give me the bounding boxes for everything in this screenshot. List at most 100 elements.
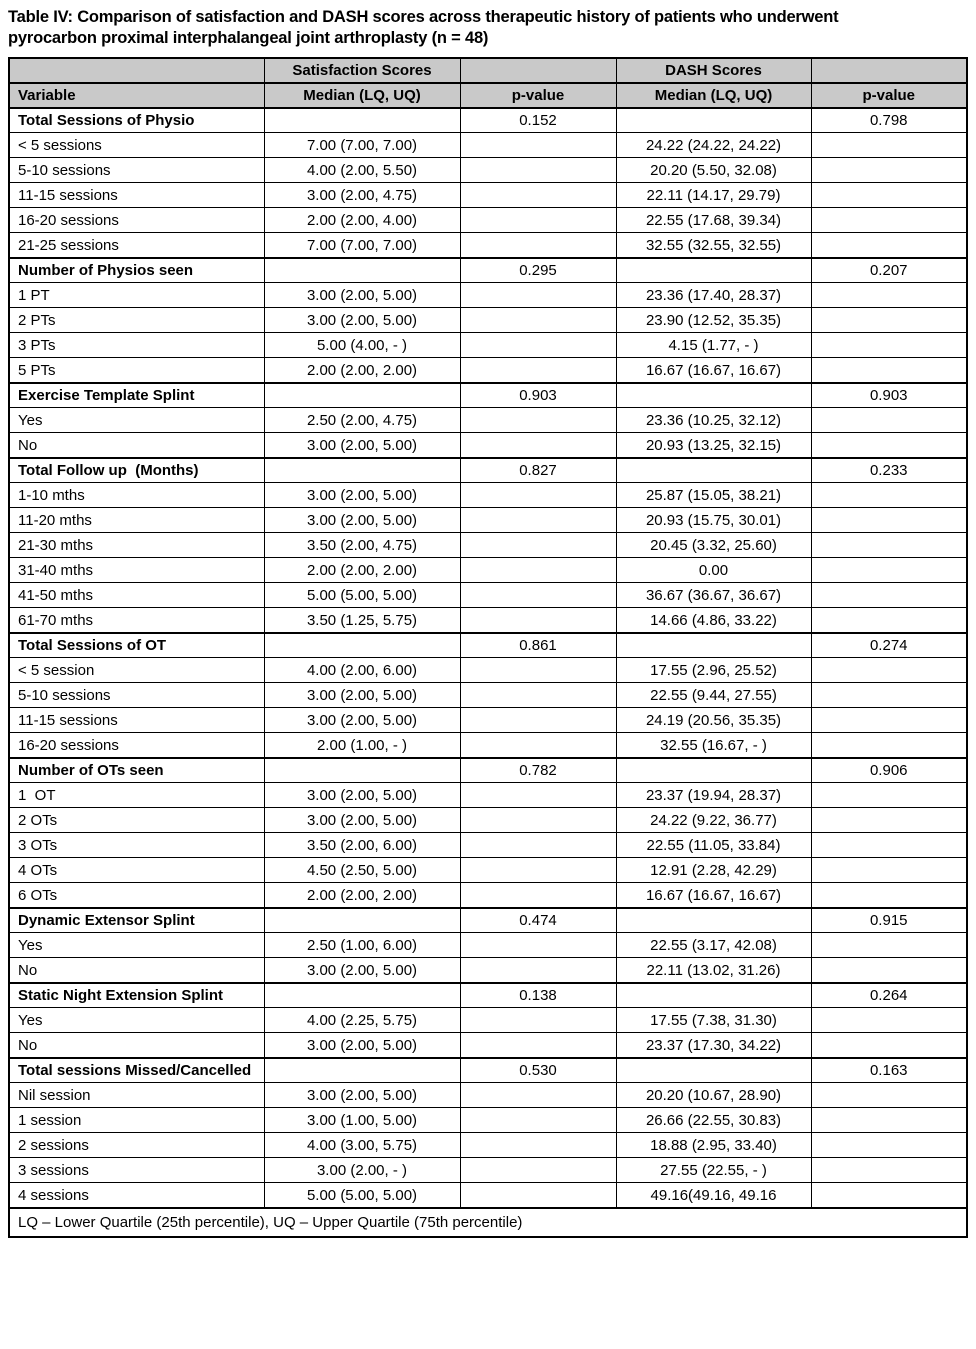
variable-cell: 4 OTs <box>8 857 265 884</box>
dash-median-cell: 20.93 (15.75, 30.01) <box>615 507 812 534</box>
satisfaction-pvalue-cell <box>459 832 617 859</box>
satisfaction-pvalue-cell <box>459 507 617 534</box>
dash-median-cell: 23.36 (17.40, 28.37) <box>615 282 812 309</box>
dash-median-cell: 0.00 <box>615 557 812 584</box>
table-row: 41-50 mths 5.00 (5.00, 5.00) 36.67 (36.67,… <box>8 582 968 609</box>
dash-pvalue-cell <box>810 1182 968 1209</box>
dash-pvalue-cell: 0.233 <box>810 456 968 484</box>
table-head: Satisfaction Scores DASH Scores Variable… <box>8 57 968 109</box>
satisfaction-median-cell: 4.00 (2.00, 5.50) <box>263 157 461 184</box>
satisfaction-median-cell: 3.00 (2.00, 5.00) <box>263 782 461 809</box>
table-row: 21-30 mths 3.50 (2.00, 4.75) 20.45 (3.32, … <box>8 532 968 559</box>
section-row: Total Sessions of Physio 0.152 0.798 <box>8 106 968 134</box>
dash-median-cell: 25.87 (15.05, 38.21) <box>615 482 812 509</box>
variable-cell: 11-15 sessions <box>8 182 265 209</box>
satisfaction-pvalue-cell: 0.295 <box>459 256 617 284</box>
table-row: 4 OTs 4.50 (2.50, 5.00) 12.91 (2.28, 42.29… <box>8 857 968 884</box>
dash-pvalue-cell <box>810 482 968 509</box>
table-row: 21-25 sessions 7.00 (7.00, 7.00) 32.55 (32… <box>8 232 968 259</box>
satisfaction-median-cell: 3.00 (2.00, 5.00) <box>263 482 461 509</box>
variable-cell: 16-20 sessions <box>8 732 265 759</box>
table-row: 5 PTs 2.00 (2.00, 2.00) 16.67 (16.67, 16.6… <box>8 357 968 384</box>
comparison-table: Satisfaction Scores DASH Scores Variable… <box>8 56 968 1238</box>
dash-median-cell: 14.66 (4.86, 33.22) <box>615 607 812 634</box>
variable-cell: 2 sessions <box>8 1132 265 1159</box>
dash-pvalue-cell <box>810 232 968 259</box>
table-row: 1 session 3.00 (1.00, 5.00) 26.66 (22.55, … <box>8 1107 968 1134</box>
column-header-satisfaction-pvalue: p-value <box>459 82 617 109</box>
variable-cell: Number of OTs seen <box>8 756 265 784</box>
dash-median-cell: 20.45 (3.32, 25.60) <box>615 532 812 559</box>
satisfaction-pvalue-cell: 0.782 <box>459 756 617 784</box>
satisfaction-pvalue-cell <box>459 332 617 359</box>
satisfaction-pvalue-cell <box>459 807 617 834</box>
dash-pvalue-cell: 0.163 <box>810 1056 968 1084</box>
dash-median-cell: 27.55 (22.55, - ) <box>615 1157 812 1184</box>
satisfaction-median-cell: 3.00 (2.00, 5.00) <box>263 1032 461 1059</box>
satisfaction-pvalue-cell <box>459 307 617 334</box>
section-row: Total Sessions of OT 0.861 0.274 <box>8 631 968 659</box>
dash-pvalue-cell: 0.274 <box>810 631 968 659</box>
dash-median-cell <box>615 381 812 409</box>
section-row: Exercise Template Splint 0.903 0.903 <box>8 381 968 409</box>
satisfaction-pvalue-cell <box>459 932 617 959</box>
variable-cell: 5-10 sessions <box>8 682 265 709</box>
footnote-row: LQ – Lower Quartile (25th percentile), U… <box>8 1206 968 1238</box>
dash-pvalue-cell <box>810 832 968 859</box>
column-header-satisfaction-median: Median (LQ, UQ) <box>263 82 461 109</box>
table-row: No 3.00 (2.00, 5.00) 20.93 (13.25, 32.15) <box>8 432 968 459</box>
satisfaction-pvalue-cell <box>459 182 617 209</box>
dash-pvalue-cell <box>810 357 968 384</box>
dash-median-cell: 24.22 (9.22, 36.77) <box>615 807 812 834</box>
satisfaction-median-cell: 3.00 (2.00, 5.00) <box>263 1082 461 1109</box>
table-row: 16-20 sessions 2.00 (1.00, - ) 32.55 (16.6… <box>8 732 968 759</box>
variable-cell: Total Sessions of Physio <box>8 106 265 134</box>
satisfaction-median-cell: 2.00 (2.00, 2.00) <box>263 882 461 909</box>
satisfaction-median-cell <box>263 981 461 1009</box>
variable-cell: 2 PTs <box>8 307 265 334</box>
table-row: < 5 session 4.00 (2.00, 6.00) 17.55 (2.96,… <box>8 657 968 684</box>
dash-pvalue-cell <box>810 1157 968 1184</box>
dash-median-cell <box>615 106 812 134</box>
dash-pvalue-cell: 0.906 <box>810 756 968 784</box>
variable-cell: 4 sessions <box>8 1182 265 1209</box>
dash-pvalue-cell <box>810 932 968 959</box>
satisfaction-median-cell: 7.00 (7.00, 7.00) <box>263 132 461 159</box>
satisfaction-pvalue-cell <box>459 657 617 684</box>
satisfaction-pvalue-cell <box>459 432 617 459</box>
dash-pvalue-cell <box>810 857 968 884</box>
satisfaction-median-cell: 5.00 (4.00, - ) <box>263 332 461 359</box>
variable-cell: 3 PTs <box>8 332 265 359</box>
satisfaction-median-cell <box>263 256 461 284</box>
variable-cell: 1 session <box>8 1107 265 1134</box>
dash-pvalue-cell <box>810 207 968 234</box>
satisfaction-median-cell: 3.00 (2.00, 5.00) <box>263 307 461 334</box>
satisfaction-pvalue-cell: 0.861 <box>459 631 617 659</box>
satisfaction-median-cell: 3.00 (2.00, 5.00) <box>263 957 461 984</box>
variable-cell: Dynamic Extensor Splint <box>8 906 265 934</box>
dash-median-cell: 36.67 (36.67, 36.67) <box>615 582 812 609</box>
dash-pvalue-cell <box>810 807 968 834</box>
dash-pvalue-cell: 0.264 <box>810 981 968 1009</box>
dash-median-cell <box>615 981 812 1009</box>
table-row: 1 PT 3.00 (2.00, 5.00) 23.36 (17.40, 28.37… <box>8 282 968 309</box>
satisfaction-median-cell: 4.50 (2.50, 5.00) <box>263 857 461 884</box>
variable-cell: 31-40 mths <box>8 557 265 584</box>
variable-cell: 1-10 mths <box>8 482 265 509</box>
dash-median-cell: 12.91 (2.28, 42.29) <box>615 857 812 884</box>
variable-cell: < 5 session <box>8 657 265 684</box>
dash-median-cell: 23.90 (12.52, 35.35) <box>615 307 812 334</box>
dash-median-cell: 22.11 (13.02, 31.26) <box>615 957 812 984</box>
dash-median-cell: 23.36 (10.25, 32.12) <box>615 407 812 434</box>
satisfaction-median-cell: 4.00 (2.00, 6.00) <box>263 657 461 684</box>
dash-pvalue-cell <box>810 657 968 684</box>
table-row: 11-15 sessions 3.00 (2.00, 4.75) 22.11 (14… <box>8 182 968 209</box>
satisfaction-median-cell <box>263 631 461 659</box>
dash-median-cell: 16.67 (16.67, 16.67) <box>615 882 812 909</box>
dash-pvalue-cell <box>810 557 968 584</box>
dash-pvalue-cell <box>810 1007 968 1034</box>
column-header-dash-median: Median (LQ, UQ) <box>615 82 812 109</box>
satisfaction-pvalue-cell: 0.138 <box>459 981 617 1009</box>
satisfaction-pvalue-cell <box>459 1132 617 1159</box>
dash-median-cell <box>615 1056 812 1084</box>
